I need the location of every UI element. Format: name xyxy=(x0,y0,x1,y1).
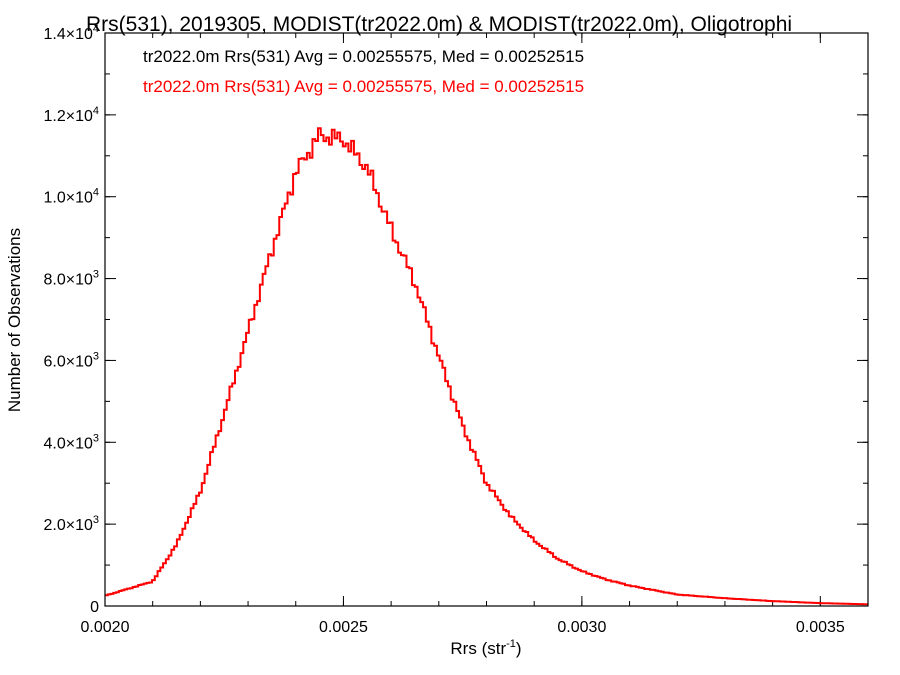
y-tick-label: 0 xyxy=(90,599,99,616)
x-axis-label-suffix: ) xyxy=(516,639,522,658)
y-tick-label: 8.0×103 xyxy=(43,269,99,289)
histogram-series-line xyxy=(105,127,868,606)
x-axis-label-superscript: -1 xyxy=(506,638,516,650)
annotation-red: tr2022.0m Rrs(531) Avg = 0.00255575, Med… xyxy=(143,77,584,96)
x-tick-label: 0.0020 xyxy=(81,619,130,636)
data-series xyxy=(105,127,868,606)
y-tick-label: 1.0×104 xyxy=(43,187,99,207)
plot-frame xyxy=(104,32,869,607)
x-axis-label-base: Rrs (str xyxy=(450,639,506,658)
y-tick-label: 2.0×103 xyxy=(43,514,99,534)
y-axis-label: Number of Observations xyxy=(5,228,24,412)
x-axis-label: Rrs (str-1) xyxy=(450,638,521,658)
chart-title: Rrs(531), 2019305, MODIST(tr2022.0m) & M… xyxy=(86,13,792,36)
y-axis-ticks: 0 2.0×103 4.0×103 6.0×103 8.0×103 1.0×104 1.2×… xyxy=(43,23,868,616)
y-tick-label: 6.0×103 xyxy=(43,350,99,370)
y-tick-label: 1.4×104 xyxy=(43,23,99,43)
x-axis-ticks: 0.0020 0.0025 0.0030 0.0035 xyxy=(81,33,845,636)
x-tick-label: 0.0025 xyxy=(319,619,368,636)
y-tick-label: 1.2×104 xyxy=(43,105,99,125)
x-tick-label: 0.0035 xyxy=(796,619,845,636)
annotation-black: tr2022.0m Rrs(531) Avg = 0.00255575, Med… xyxy=(143,47,584,66)
x-tick-label: 0.0030 xyxy=(557,619,606,636)
y-tick-label: 4.0×103 xyxy=(43,432,99,452)
